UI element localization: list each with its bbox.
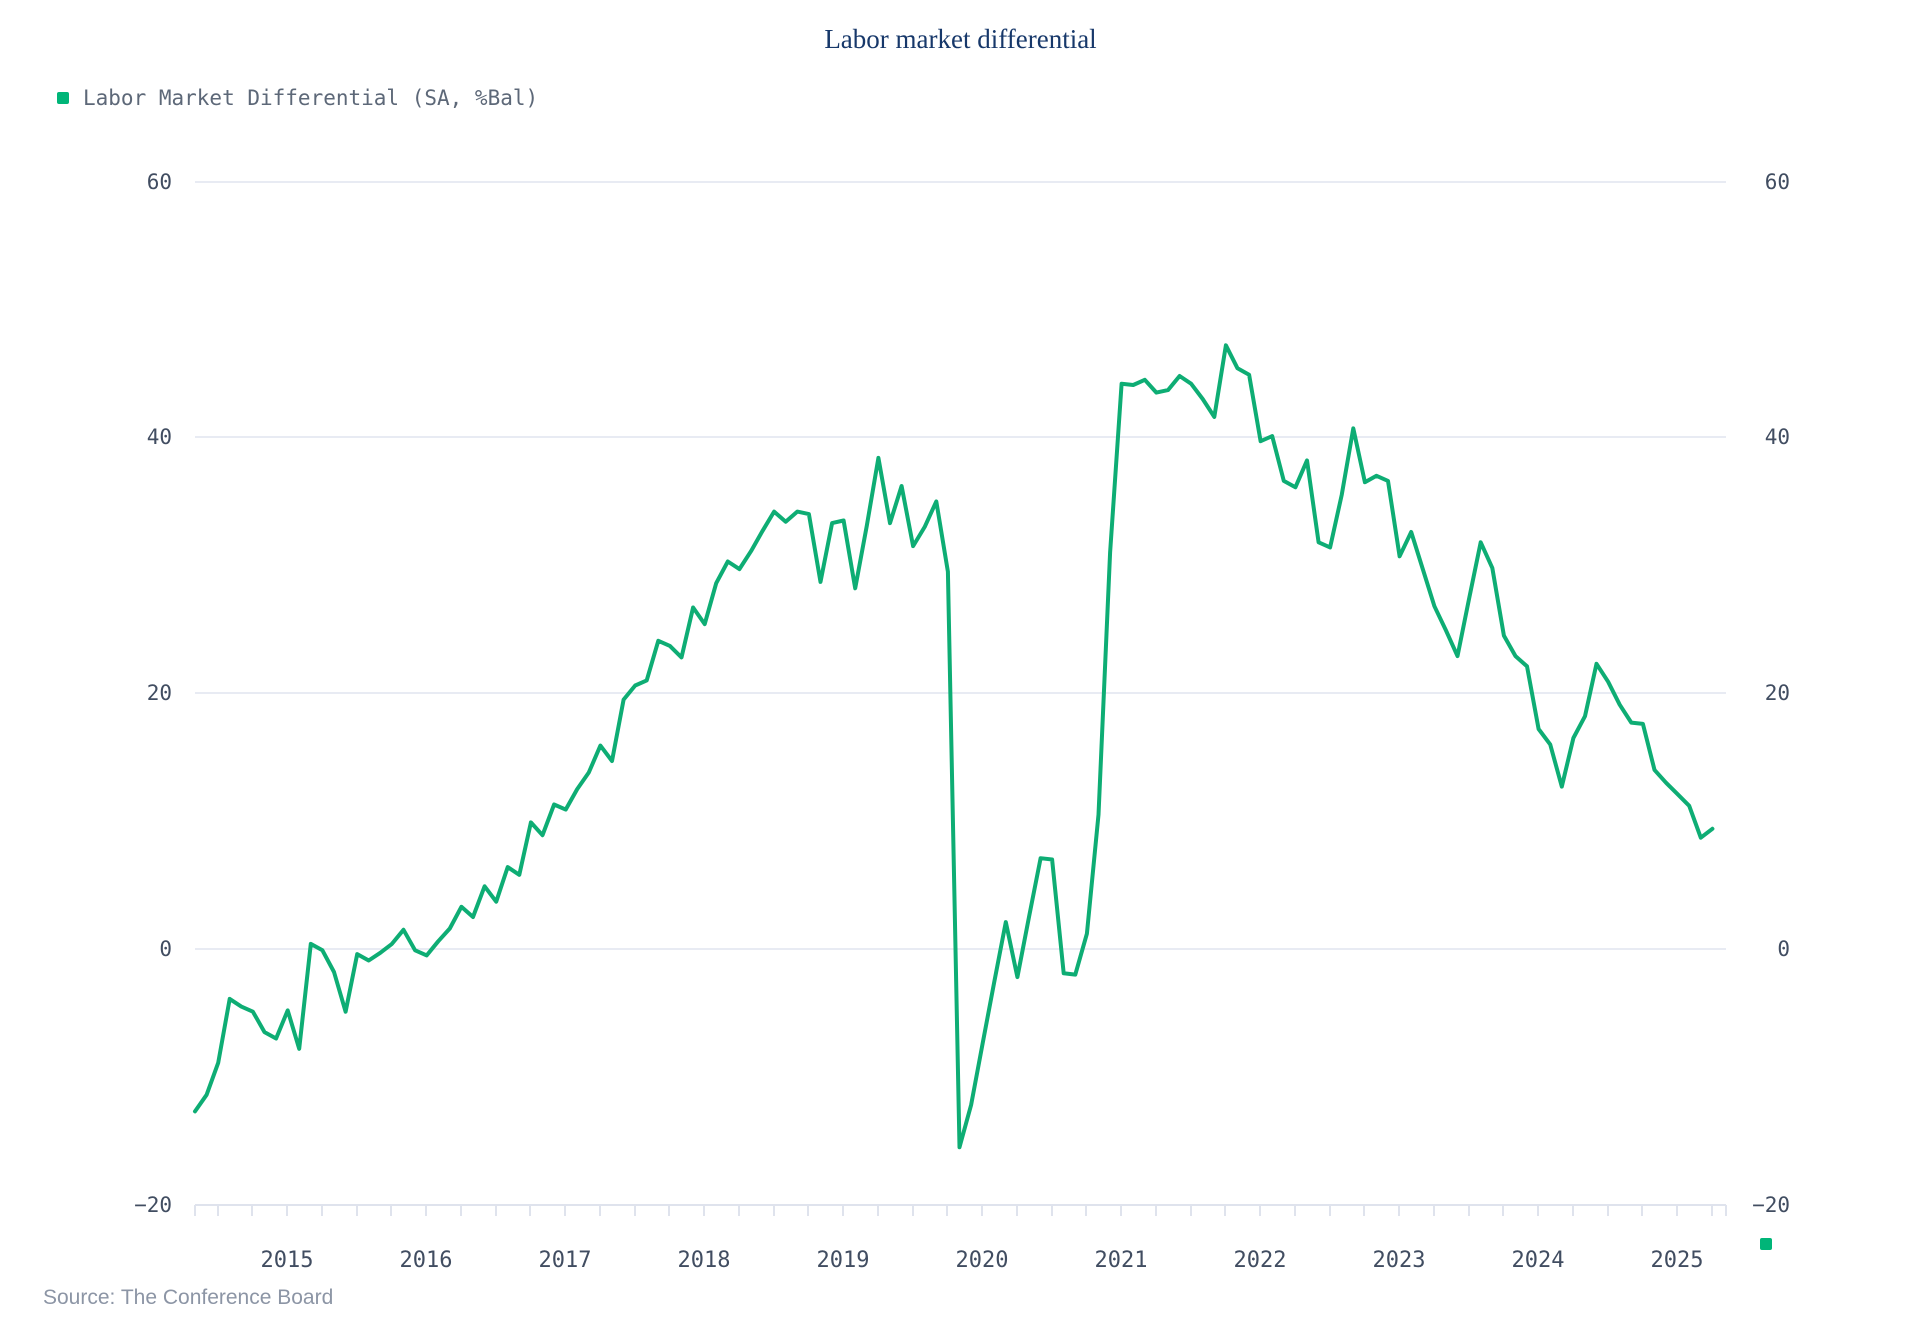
source-text: Source: The Conference Board — [43, 1286, 334, 1309]
legend-series-marker-icon — [57, 92, 69, 104]
x-axis-label: 2018 — [677, 1248, 731, 1273]
x-axis-label: 2024 — [1511, 1248, 1565, 1273]
x-axis-tick — [911, 1205, 914, 1216]
x-axis-tick — [598, 1205, 601, 1216]
x-axis-label: 2017 — [538, 1248, 592, 1273]
x-axis-tick — [842, 1205, 844, 1216]
x-axis-tick — [320, 1205, 323, 1216]
x-axis-tick — [1676, 1205, 1678, 1216]
x-axis-tick — [1120, 1205, 1122, 1216]
grid-line — [195, 948, 1726, 950]
x-axis-tick — [1710, 1205, 1713, 1216]
x-axis-tick — [425, 1205, 427, 1216]
x-axis-tick — [1363, 1205, 1366, 1216]
x-axis-tick — [1725, 1205, 1727, 1216]
series-corner-marker-icon[interactable] — [1760, 1238, 1772, 1250]
x-axis-tick — [564, 1205, 566, 1216]
x-axis-tick — [1398, 1205, 1400, 1216]
x-axis-label: 2015 — [260, 1248, 314, 1273]
y-axis-label-right: 0 — [1777, 937, 1790, 961]
series-line — [193, 343, 1715, 1150]
x-axis-label: 2021 — [1094, 1248, 1148, 1273]
x-axis-tick — [390, 1205, 393, 1216]
x-axis-label: 2016 — [399, 1248, 453, 1273]
x-axis-label: 2025 — [1650, 1248, 1704, 1273]
x-axis-tick — [494, 1205, 497, 1216]
x-axis-label: 2019 — [816, 1248, 870, 1273]
x-axis-tick — [529, 1205, 532, 1216]
y-axis-label-right: 60 — [1764, 169, 1790, 194]
y-axis-label-right: 40 — [1764, 425, 1790, 450]
x-axis-tick — [807, 1205, 810, 1216]
grid-line — [195, 436, 1726, 439]
x-axis-tick — [1293, 1205, 1296, 1216]
x-axis-tick — [1641, 1205, 1644, 1216]
x-axis-label: 2020 — [955, 1248, 1009, 1273]
x-axis-tick — [251, 1205, 254, 1216]
x-axis-tick — [1502, 1205, 1505, 1216]
legend-label: Labor Market Differential (SA, %Bal) — [83, 86, 539, 110]
x-axis-tick — [1606, 1205, 1609, 1216]
chart-title: Labor market differential — [824, 24, 1097, 54]
x-axis-label: 2023 — [1372, 1248, 1426, 1273]
x-axis-label: 2022 — [1233, 1248, 1287, 1273]
y-axis-label-left: 60 — [146, 169, 172, 194]
x-axis-tick — [1432, 1205, 1435, 1216]
y-axis-label-right: −20 — [1752, 1192, 1790, 1217]
x-axis-tick — [772, 1205, 775, 1216]
x-axis-tick — [1467, 1205, 1470, 1216]
x-axis-tick — [1015, 1205, 1018, 1216]
grid-line — [195, 180, 1726, 183]
x-axis-tick — [737, 1205, 740, 1216]
x-axis-tick — [1224, 1205, 1227, 1216]
x-axis-tick — [703, 1205, 705, 1216]
x-axis-tick — [876, 1205, 879, 1216]
x-axis-tick — [668, 1205, 671, 1216]
x-axis-tick — [633, 1205, 636, 1216]
x-axis-tick — [946, 1205, 949, 1216]
x-axis-tick — [1571, 1205, 1574, 1216]
y-axis-label-left: 40 — [146, 425, 172, 450]
x-axis-tick — [286, 1205, 288, 1216]
x-axis-tick — [1189, 1205, 1192, 1216]
x-axis-tick — [194, 1205, 196, 1216]
x-axis-tick — [1050, 1205, 1053, 1216]
x-axis-tick — [1328, 1205, 1331, 1216]
x-axis-line — [195, 1204, 1726, 1206]
x-axis-tick — [459, 1205, 462, 1216]
x-axis-tick — [1154, 1205, 1157, 1216]
y-axis-label-right: 20 — [1764, 681, 1790, 706]
x-axis-tick — [1085, 1205, 1088, 1216]
y-axis-label-left: 20 — [146, 681, 172, 706]
y-axis-label-left: 0 — [159, 937, 172, 961]
x-axis-tick — [216, 1205, 219, 1216]
x-axis-tick — [1259, 1205, 1261, 1216]
y-axis-label-left: −20 — [134, 1192, 172, 1217]
legend-item[interactable]: Labor Market Differential (SA, %Bal) — [57, 86, 538, 110]
grid-line — [195, 692, 1726, 695]
x-axis-tick — [355, 1205, 358, 1216]
x-axis-tick — [981, 1205, 983, 1216]
x-axis-tick — [1537, 1205, 1539, 1216]
